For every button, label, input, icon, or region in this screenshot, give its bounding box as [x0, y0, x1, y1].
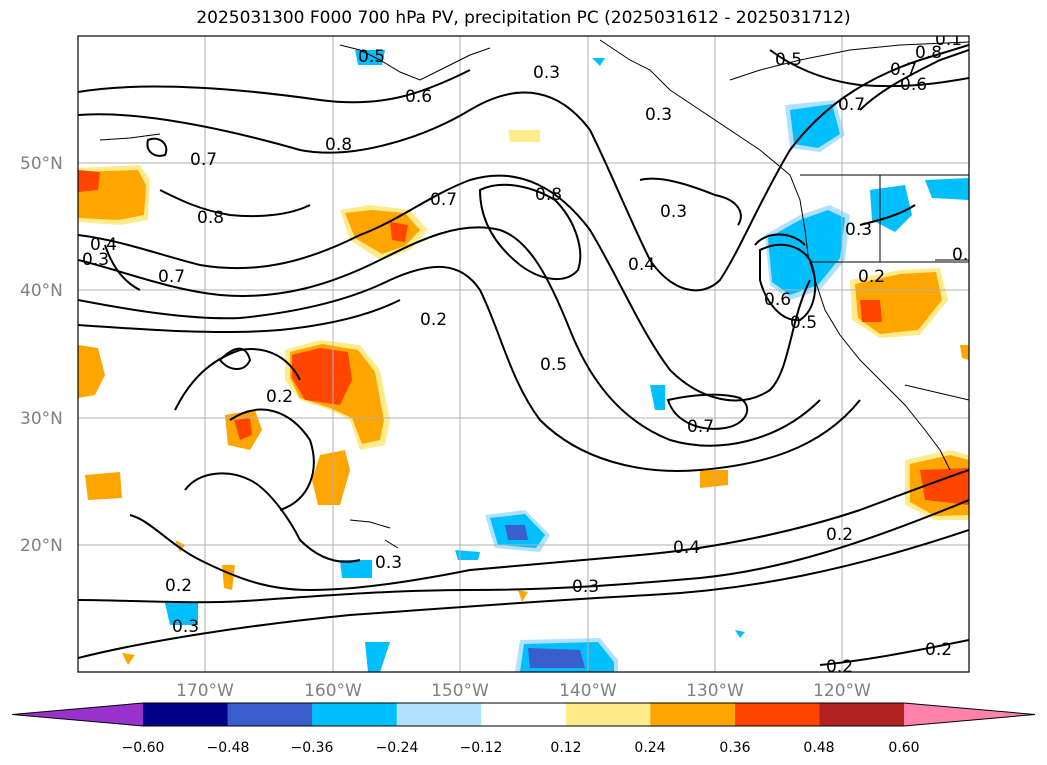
colorbar-swatch — [819, 703, 905, 726]
contour-label: 0.6 — [900, 75, 927, 95]
contour-label: 0.3 — [660, 202, 687, 222]
contour-label: 0.2 — [925, 640, 952, 660]
contour-label: 0.7 — [190, 150, 217, 170]
contour-label: 0.7 — [430, 190, 457, 210]
colorbar-swatch — [227, 703, 313, 726]
contour-label: 0.2 — [826, 657, 853, 677]
colorbar-tick-label: 0.12 — [550, 740, 581, 756]
colorbar-extension-right — [904, 703, 1035, 726]
colorbar-tick-label: −0.12 — [460, 740, 503, 756]
contour-label: 0.8 — [535, 185, 562, 205]
contour-label: 0.6 — [952, 245, 979, 265]
contour-label: 0.7 — [890, 60, 917, 80]
colorbar-swatch — [312, 703, 398, 726]
coastlines — [99, 39, 969, 549]
contour-label: 0.4 — [90, 235, 117, 255]
colorbar-swatch — [650, 703, 736, 726]
colorbar-tick-label: −0.48 — [207, 740, 250, 756]
lon-label: 140°W — [559, 681, 617, 701]
colorbar-tick-label: −0.60 — [122, 740, 165, 756]
colorbar-tick-label: 0.60 — [888, 740, 919, 756]
contour-label: 0.3 — [645, 105, 672, 125]
contour-label: 0.8 — [197, 208, 224, 228]
contour-label: 0.2 — [826, 525, 853, 545]
lon-label: 150°W — [431, 681, 489, 701]
lon-label: 170°W — [176, 681, 234, 701]
contour-label: 0.3 — [172, 617, 199, 637]
contour-label: 0.7 — [158, 267, 185, 287]
contour-label: 0.8 — [915, 43, 942, 63]
lat-label: 20°N — [20, 536, 63, 556]
contour-label: 0.4 — [673, 538, 700, 558]
lat-label: 40°N — [20, 281, 63, 301]
lon-label: 160°W — [304, 681, 362, 701]
colorbar-tick-label: 0.36 — [719, 740, 750, 756]
longitude-labels: 170°W 160°W 150°W 140°W 130°W 120°W — [176, 681, 871, 701]
contour-label: 0.2 — [165, 576, 192, 596]
contour-label: 0.5 — [790, 313, 817, 333]
contour-label: 0.3 — [82, 250, 109, 270]
pv-contours — [78, 44, 969, 666]
colorbar-ticks: −0.60 −0.48 −0.36 −0.24 −0.12 0.12 0.24 … — [122, 740, 920, 756]
contour-label: 0.5 — [358, 47, 385, 67]
colorbar — [11, 702, 1036, 727]
contour-label: 0.7 — [687, 417, 714, 437]
contour-label: 0.6 — [405, 87, 432, 107]
lon-label: 130°W — [686, 681, 744, 701]
lat-label: 50°N — [20, 154, 63, 174]
contour-label: 0.2 — [858, 267, 885, 287]
colorbar-swatch — [143, 703, 229, 726]
contour-label: 0.2 — [266, 387, 293, 407]
contour-label: 0.3 — [572, 577, 599, 597]
lat-label: 30°N — [20, 409, 63, 429]
colorbar-tick-label: 0.48 — [803, 740, 834, 756]
contour-label: 0.6 — [764, 290, 791, 310]
colorbar-swatch — [565, 703, 651, 726]
plot-frame — [77, 35, 970, 673]
colorbar-swatch — [481, 703, 567, 726]
colorbar-tick-label: −0.36 — [291, 740, 334, 756]
colorbar-tick-label: 0.24 — [634, 740, 665, 756]
colorbar-swatch — [396, 703, 482, 726]
colorbar-extension-left — [12, 703, 143, 726]
contour-label: 0.7 — [838, 95, 865, 115]
colorbar-swatch — [734, 703, 820, 726]
map-title: 2025031300 F000 700 hPa PV, precipitatio… — [196, 8, 851, 28]
contour-label: 0.3 — [533, 63, 560, 83]
contour-label: 0.5 — [775, 50, 802, 70]
contour-label: 0.8 — [325, 135, 352, 155]
contour-label: 0.3 — [375, 553, 402, 573]
contour-label: 0.2 — [420, 310, 447, 330]
contour-label: 0.5 — [540, 355, 567, 375]
contour-labels: 0.5 0.3 0.6 0.8 0.7 0.3 0.5 0.8 0.7 0.6 … — [82, 30, 979, 677]
colorbar-tick-label: −0.24 — [376, 740, 419, 756]
contour-label: 0.1 — [935, 30, 962, 50]
colorbar-outline — [11, 702, 1036, 727]
contour-label: 0.4 — [628, 255, 655, 275]
latitude-labels: 50°N 40°N 30°N 20°N — [20, 154, 63, 556]
contour-label: 0.3 — [845, 220, 872, 240]
lon-label: 120°W — [813, 681, 871, 701]
